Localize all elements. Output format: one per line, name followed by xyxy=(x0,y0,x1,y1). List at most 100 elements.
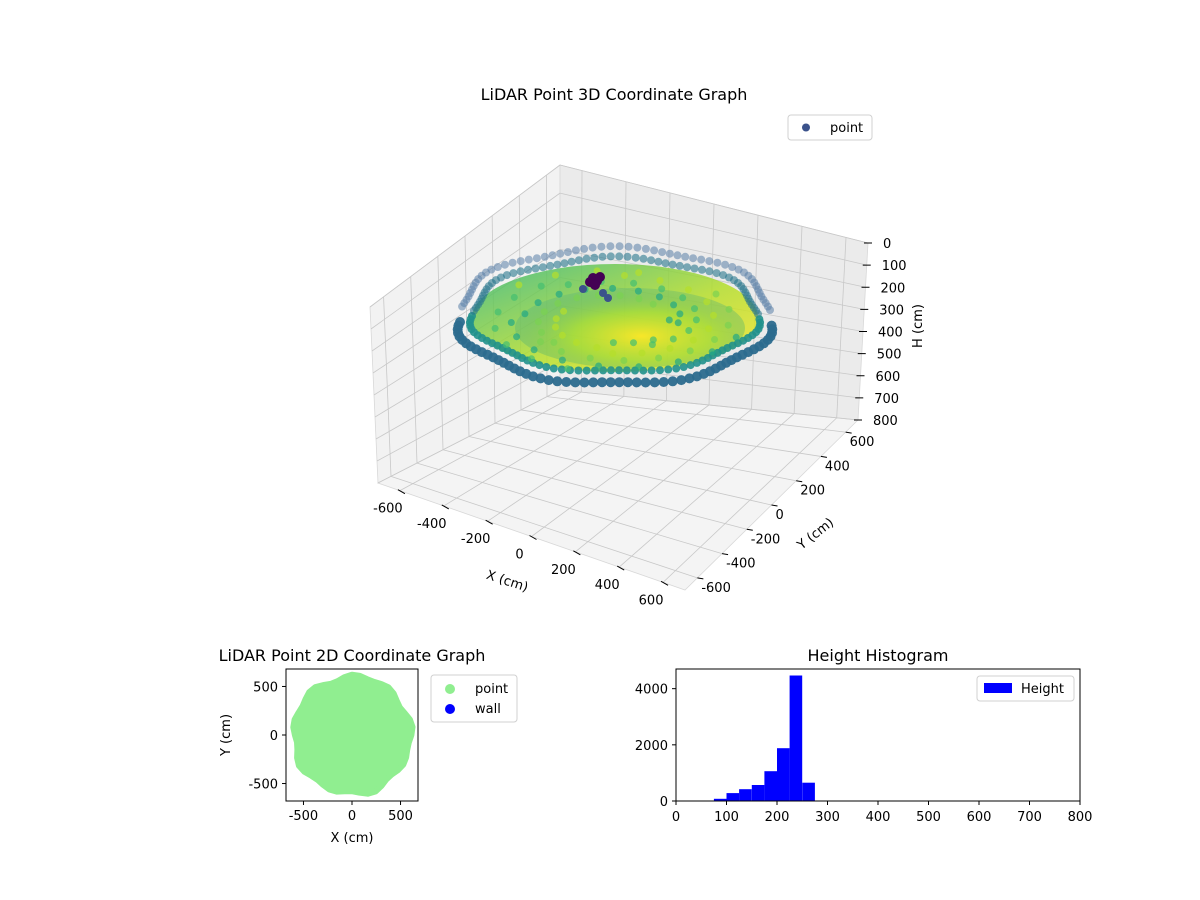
cloud-point xyxy=(560,259,569,268)
cloud-point xyxy=(633,243,642,252)
cloud-point xyxy=(509,269,518,278)
cloud-point xyxy=(550,338,558,346)
cloud-point xyxy=(658,377,669,387)
chart-2d-title: LiDAR Point 2D Coordinate Graph xyxy=(219,646,486,665)
histogram-bar xyxy=(789,675,803,801)
grid-line-z xyxy=(559,220,866,288)
y-tick-label-3d: 600 xyxy=(850,435,875,450)
y-tick-label-3d: 200 xyxy=(800,484,825,499)
cloud-point xyxy=(508,258,517,267)
cloud-point xyxy=(537,282,545,290)
cloud-point xyxy=(691,371,702,382)
cloud-point xyxy=(615,242,624,251)
cloud-point xyxy=(640,377,651,388)
cloud-point xyxy=(609,350,617,357)
grid-line-z xyxy=(559,389,859,421)
x-tick-label-3d: 200 xyxy=(551,563,576,578)
grid-line-y xyxy=(442,449,747,530)
y-tick-label-2d: 500 xyxy=(253,680,278,695)
cloud-point xyxy=(615,366,623,375)
grid-line-y xyxy=(416,462,723,554)
grid-line-z xyxy=(369,164,561,308)
z-tick-label-3d: 500 xyxy=(877,348,902,363)
histogram-bar xyxy=(802,782,815,801)
y-tick-3d xyxy=(796,480,803,483)
x-tick-label-3d: -400 xyxy=(417,517,447,532)
y-tick-label-histogram: 0 xyxy=(660,795,668,810)
cloud-point xyxy=(676,375,687,386)
cloud-point xyxy=(679,363,688,371)
cloud-point xyxy=(665,316,673,324)
x-tick-3d xyxy=(660,580,669,586)
cloud-point xyxy=(574,366,583,375)
cloud-point xyxy=(752,306,761,315)
cloud-point xyxy=(558,331,566,339)
cloud-point xyxy=(564,281,572,289)
cloud-point xyxy=(712,290,720,298)
cloud-point xyxy=(494,308,502,316)
cloud-point xyxy=(684,286,692,294)
histogram-bar xyxy=(777,748,790,801)
cloud-point xyxy=(622,377,633,388)
cloud-point xyxy=(647,366,656,375)
cloud-point xyxy=(667,376,678,387)
grid-line-y xyxy=(546,396,846,433)
cloud-point xyxy=(557,365,566,374)
cloud-point xyxy=(552,376,563,387)
legend-histogram-swatch xyxy=(984,683,1012,693)
z-tick-label-3d: 200 xyxy=(881,281,906,296)
x-axis-label-3d: X (cm) xyxy=(484,568,530,596)
y-tick-3d xyxy=(820,455,828,458)
cloud-point xyxy=(631,253,640,262)
x-tick-label-histogram: 600 xyxy=(967,810,992,825)
cluster-point xyxy=(579,285,587,293)
cloud-point xyxy=(515,281,523,289)
grid-line-z xyxy=(370,192,561,330)
y-axis-label-2d: Y (cm) xyxy=(219,714,234,757)
y-tick-3d xyxy=(771,504,778,507)
histogram-bar xyxy=(726,793,740,801)
cloud-point xyxy=(561,377,572,387)
cloud-point xyxy=(763,302,772,311)
cloud-point xyxy=(553,260,562,269)
cloud-point xyxy=(556,249,565,258)
cloud-point xyxy=(689,336,697,344)
y-tick-label-2d: 0 xyxy=(270,729,278,744)
y-tick-label-3d: -200 xyxy=(751,532,781,547)
cloud-point xyxy=(516,267,525,276)
y-tick-label-2d: -500 xyxy=(248,778,278,793)
cloud-point xyxy=(690,264,699,273)
cloud-point xyxy=(548,251,557,260)
cloud-point xyxy=(534,299,542,307)
cloud-point xyxy=(710,311,717,319)
x-tick-label-histogram: 0 xyxy=(672,810,680,825)
y-tick-3d xyxy=(721,553,729,556)
histogram-bar xyxy=(739,789,752,801)
cloud-point xyxy=(635,269,643,277)
cloud-point xyxy=(609,339,617,347)
cloud-point xyxy=(649,300,657,308)
cloud-point xyxy=(641,244,650,253)
cloud-point xyxy=(689,254,698,263)
cloud-point xyxy=(615,252,624,261)
grid-line-z xyxy=(377,389,561,484)
grid-line-y xyxy=(520,409,821,457)
cloud-point xyxy=(655,293,663,301)
cloud-point xyxy=(692,358,701,367)
cloud-point xyxy=(666,344,674,352)
cloud-point xyxy=(535,361,544,370)
x-tick-label-2d: 0 xyxy=(348,809,356,824)
cloud-point xyxy=(597,377,608,388)
cloud-point xyxy=(538,263,547,272)
cloud-point xyxy=(527,355,535,363)
cloud-point xyxy=(558,356,566,364)
cloud-point xyxy=(590,253,599,262)
cloud-point xyxy=(655,354,663,362)
cloud-point xyxy=(630,279,638,287)
cluster-point xyxy=(599,289,607,297)
grid-line-y xyxy=(468,436,772,506)
cloud-point xyxy=(631,377,642,388)
cloud-point xyxy=(705,257,714,266)
point-cloud-2d xyxy=(290,671,416,797)
cloud-point xyxy=(560,307,568,315)
